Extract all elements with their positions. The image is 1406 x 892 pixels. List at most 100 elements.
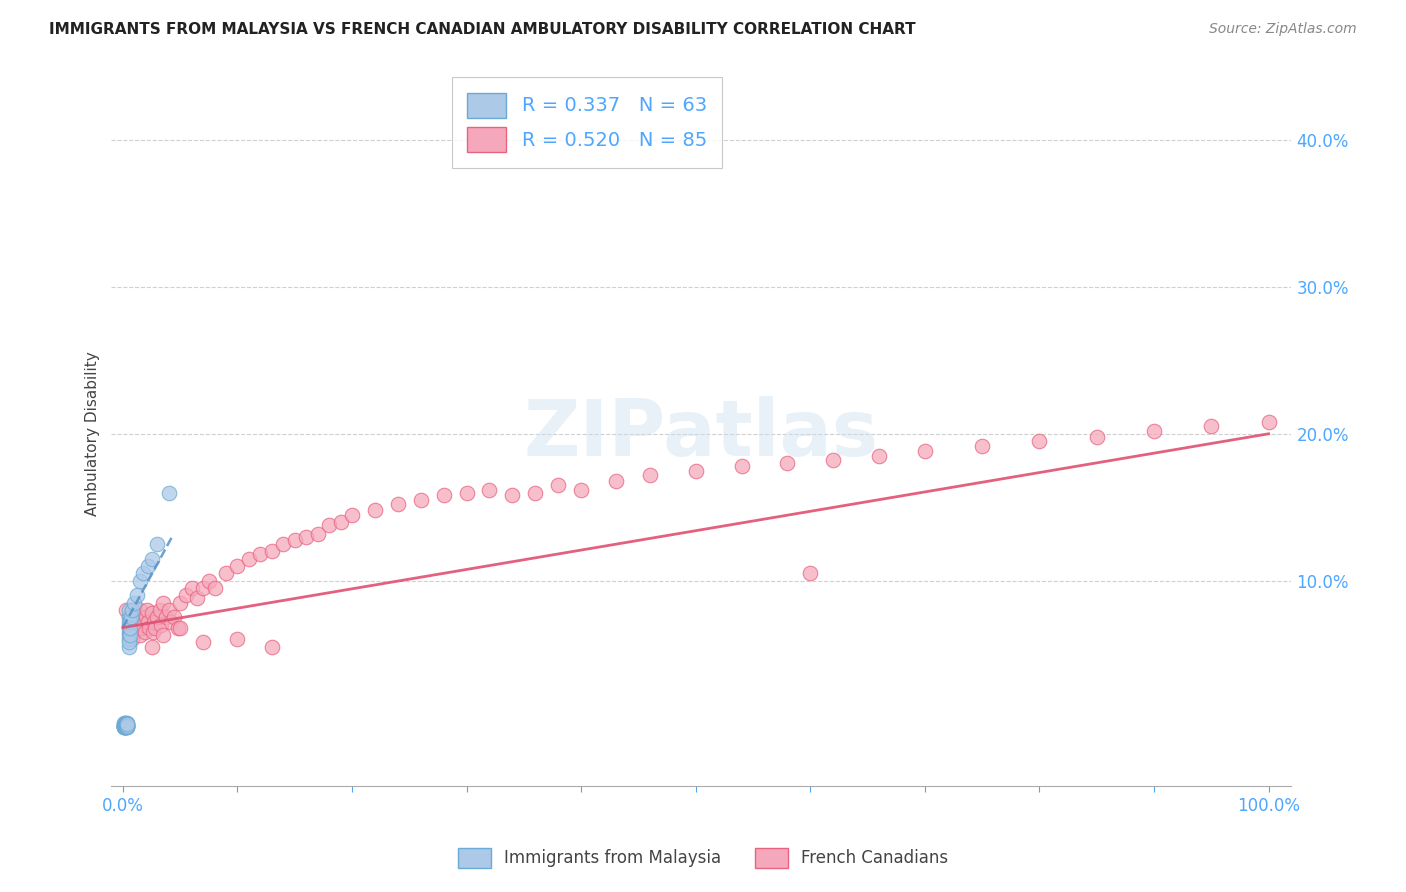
Point xyxy=(127,621,149,635)
Point xyxy=(114,720,136,734)
Point xyxy=(134,625,156,640)
Point xyxy=(238,551,260,566)
Point xyxy=(148,603,170,617)
Point xyxy=(117,719,139,733)
Point xyxy=(141,551,163,566)
Point xyxy=(115,716,138,731)
Point xyxy=(124,596,146,610)
Point xyxy=(114,720,136,734)
Point xyxy=(117,621,139,635)
Point xyxy=(117,635,139,649)
Point xyxy=(1199,419,1222,434)
Point xyxy=(730,459,752,474)
Point xyxy=(128,615,150,629)
Point xyxy=(169,596,191,610)
Point xyxy=(112,719,135,733)
Point xyxy=(226,558,249,573)
Point xyxy=(117,610,139,624)
Point xyxy=(605,474,627,488)
Point xyxy=(117,632,139,647)
Point xyxy=(1028,434,1050,449)
Point xyxy=(152,596,174,610)
Y-axis label: Ambulatory Disability: Ambulatory Disability xyxy=(86,351,100,516)
Point xyxy=(112,720,135,734)
Point xyxy=(271,537,294,551)
Point xyxy=(121,603,143,617)
Point xyxy=(125,610,148,624)
Point xyxy=(167,621,190,635)
Point xyxy=(118,625,141,640)
Point xyxy=(157,603,180,617)
Point xyxy=(112,716,135,731)
Point xyxy=(112,717,135,731)
Point xyxy=(152,628,174,642)
Legend: Immigrants from Malaysia, French Canadians: Immigrants from Malaysia, French Canadia… xyxy=(451,841,955,875)
Point xyxy=(117,617,139,632)
Point xyxy=(129,621,152,635)
Point xyxy=(776,456,799,470)
Point xyxy=(115,720,138,734)
Point xyxy=(136,615,159,629)
Text: Source: ZipAtlas.com: Source: ZipAtlas.com xyxy=(1209,22,1357,37)
Point xyxy=(157,485,180,500)
Point xyxy=(114,717,136,731)
Point xyxy=(155,610,177,624)
Point xyxy=(124,603,146,617)
Point xyxy=(115,719,138,733)
Point xyxy=(114,720,136,734)
Point xyxy=(117,615,139,629)
Point xyxy=(191,581,214,595)
Point xyxy=(141,640,163,654)
Point xyxy=(143,621,166,635)
Point xyxy=(112,720,135,734)
Point xyxy=(141,606,163,620)
Point xyxy=(180,581,202,595)
Point xyxy=(132,617,155,632)
Point xyxy=(122,610,145,624)
Point xyxy=(524,485,547,500)
Point xyxy=(823,453,845,467)
Point xyxy=(146,610,169,624)
Point xyxy=(215,566,238,581)
Point xyxy=(198,574,221,588)
Point xyxy=(284,533,307,547)
Point xyxy=(1257,415,1279,429)
Point xyxy=(121,632,143,647)
Point xyxy=(868,449,890,463)
Point xyxy=(120,617,142,632)
Point xyxy=(124,625,146,640)
Point xyxy=(142,625,165,640)
Point xyxy=(163,610,186,624)
Point xyxy=(138,621,160,635)
Point xyxy=(387,497,409,511)
Point xyxy=(112,719,135,733)
Point xyxy=(318,517,340,532)
Point xyxy=(146,537,169,551)
Point xyxy=(117,610,139,624)
Point xyxy=(112,719,135,733)
Point xyxy=(307,526,329,541)
Text: IMMIGRANTS FROM MALAYSIA VS FRENCH CANADIAN AMBULATORY DISABILITY CORRELATION CH: IMMIGRANTS FROM MALAYSIA VS FRENCH CANAD… xyxy=(49,22,915,37)
Point xyxy=(117,716,139,731)
Point xyxy=(117,628,139,642)
Point xyxy=(117,625,139,640)
Point xyxy=(118,621,141,635)
Point xyxy=(685,463,707,477)
Point xyxy=(125,588,148,602)
Point xyxy=(295,530,318,544)
Point xyxy=(114,719,136,733)
Point xyxy=(226,632,249,647)
Point xyxy=(129,574,152,588)
Point xyxy=(340,508,363,522)
Point xyxy=(117,603,139,617)
Point xyxy=(117,640,139,654)
Point xyxy=(115,603,138,617)
Point xyxy=(456,485,478,500)
Point xyxy=(329,515,352,529)
Point xyxy=(204,581,226,595)
Point xyxy=(117,717,139,731)
Point xyxy=(129,603,152,617)
Point xyxy=(260,544,283,558)
Point xyxy=(132,566,155,581)
Point xyxy=(174,588,197,602)
